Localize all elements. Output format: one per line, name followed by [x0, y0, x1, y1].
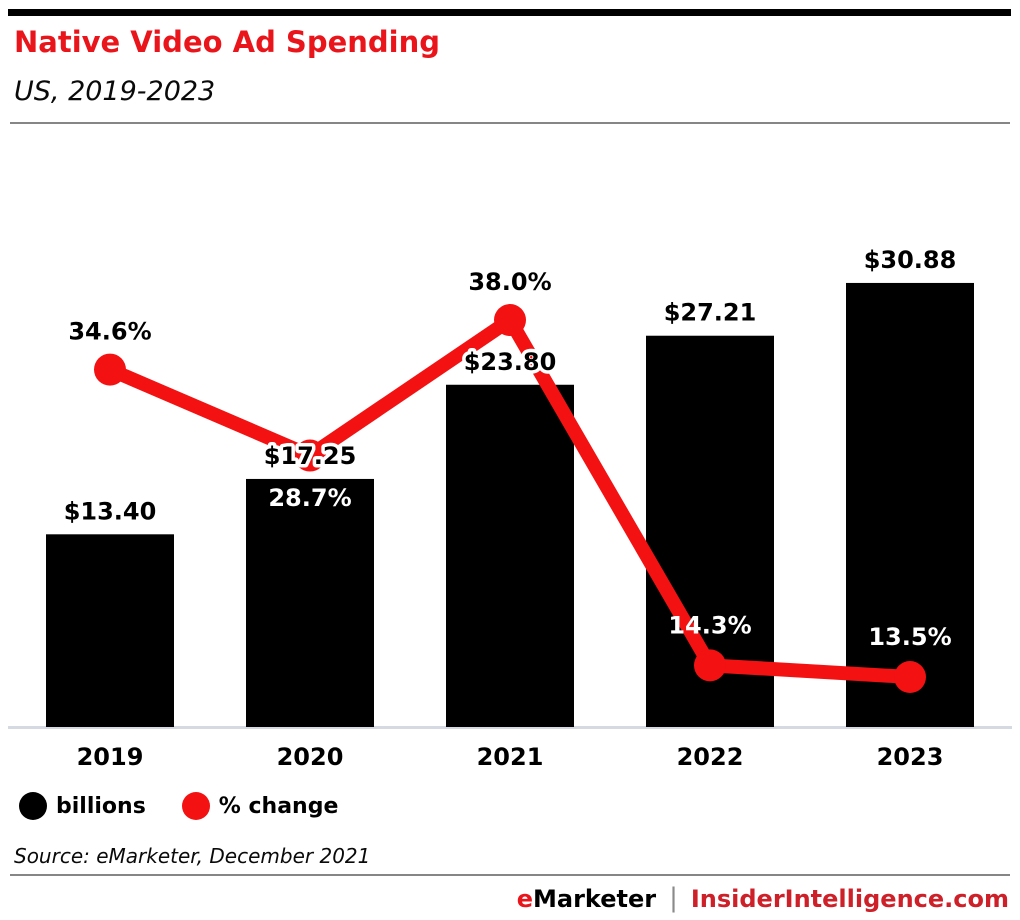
x-tick-2022: 2022	[677, 743, 744, 771]
pct-value-label-2021: 38.0%	[468, 268, 551, 296]
pct-value-label-2023: 13.5%	[868, 623, 951, 651]
bar-2023	[846, 282, 974, 727]
emarketer-logo-rest: Marketer	[532, 885, 657, 913]
x-tick-2023: 2023	[877, 743, 944, 771]
x-tick-2020: 2020	[277, 743, 344, 771]
pct-value-label-2022: 14.3%	[668, 611, 751, 639]
footer-separator: |	[669, 883, 678, 913]
bar-value-label-2021: $23.80	[464, 348, 557, 376]
legend: billions % change	[19, 792, 338, 820]
legend-label-pct-change: % change	[218, 793, 339, 819]
top-accent-bar	[8, 9, 1011, 16]
bar-value-label-2022: $27.21	[664, 299, 757, 327]
billions-dot-icon	[19, 792, 47, 820]
pct-change-dot-icon	[181, 792, 210, 820]
footer-brandbar: eMarketer | InsiderIntelligence.com	[517, 883, 1009, 914]
pct-marker-2020	[294, 439, 326, 472]
legend-item-billions: billions	[19, 792, 146, 820]
bar-value-label-2020: $17.25	[264, 442, 357, 470]
pct-marker-2023	[894, 661, 926, 694]
pct-marker-2022	[694, 649, 726, 682]
emarketer-logo-e: e	[516, 885, 533, 913]
emarketer-logo: eMarketer	[517, 885, 656, 913]
legend-item-pct-change: % change	[181, 792, 339, 820]
x-axis-line	[8, 726, 1012, 729]
pct-value-label-2020: 28.7%	[268, 484, 351, 512]
bar-2020	[246, 478, 374, 727]
bar-value-label-2019: $13.40	[64, 497, 157, 525]
bar-value-label-2023: $30.88	[864, 246, 957, 274]
footer-divider	[10, 874, 1010, 876]
header-divider	[10, 122, 1010, 124]
pct-value-label-2019: 34.6%	[68, 318, 151, 346]
pct-marker-2019	[94, 353, 126, 386]
chart-title: Native Video Ad Spending	[14, 25, 440, 59]
insiderintelligence-link[interactable]: InsiderIntelligence.com	[690, 885, 1009, 913]
bar-2019	[46, 534, 174, 727]
legend-label-billions: billions	[56, 793, 146, 819]
chart-subtitle: US, 2019-2023	[14, 76, 216, 107]
bar-2021	[446, 384, 574, 727]
x-tick-2021: 2021	[477, 743, 544, 771]
x-tick-2019: 2019	[77, 743, 144, 771]
source-note: Source: eMarketer, December 2021	[14, 844, 371, 868]
pct-marker-2021	[494, 304, 526, 337]
